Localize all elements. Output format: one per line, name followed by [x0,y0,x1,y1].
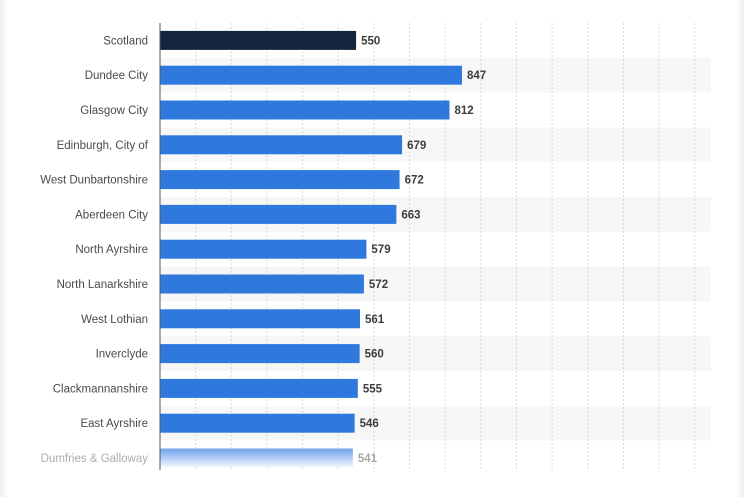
bar[interactable] [160,100,450,120]
left-edge-shade [0,0,8,497]
value-label: 546 [360,418,379,430]
bar[interactable] [160,448,353,468]
value-label: 555 [363,383,383,395]
category-label: North Lanarkshire [57,279,148,291]
bar[interactable] [160,413,355,433]
category-label: Scotland [103,35,148,47]
bar[interactable] [160,239,367,259]
value-label: 679 [407,140,426,152]
value-label: 541 [358,453,378,465]
category-label: Inverclyde [96,349,148,361]
right-edge-shade [736,0,744,497]
category-label: Aberdeen City [75,209,148,221]
category-label: West Lothian [81,314,148,326]
bar[interactable] [160,170,400,190]
category-label: Edinburgh, City of [57,140,149,152]
value-label: 847 [467,70,486,82]
bar[interactable] [160,30,357,50]
value-label: 579 [371,244,390,256]
bar[interactable] [160,204,397,224]
value-label: 672 [405,175,424,187]
value-label: 663 [401,209,420,221]
value-label: 550 [361,35,380,47]
bar[interactable] [160,344,360,364]
category-label: Clackmannanshire [53,383,148,395]
category-label: Dumfries & Galloway [41,453,149,465]
bar[interactable] [160,309,360,329]
category-label: East Ayrshire [80,418,148,430]
bar[interactable] [160,135,403,155]
bar[interactable] [160,378,358,398]
bar[interactable] [160,65,462,85]
bar[interactable] [160,274,364,294]
category-label: West Dunbartonshire [40,175,148,187]
value-label: 560 [365,349,384,361]
value-label: 561 [365,314,385,326]
value-label: 572 [369,279,388,291]
category-label: North Ayrshire [75,244,148,256]
value-label: 812 [454,105,473,117]
category-label: Glasgow City [80,105,148,117]
category-label: Dundee City [85,70,149,82]
